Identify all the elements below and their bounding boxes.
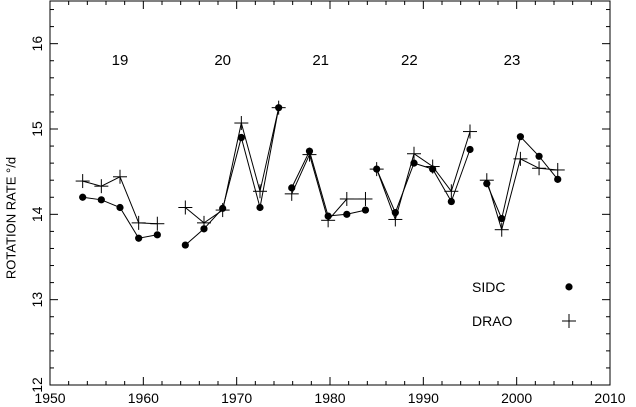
cycle-label: 22 — [401, 52, 418, 69]
drao-point — [94, 179, 109, 194]
sidc-point — [256, 203, 264, 212]
sidc-point — [116, 203, 124, 212]
drao-point — [131, 215, 146, 230]
sidc-point — [498, 215, 506, 223]
drao-point — [178, 200, 193, 215]
y-tick-label: 16 — [29, 36, 45, 52]
drao-point — [321, 213, 336, 228]
y-tick-label: 14 — [29, 206, 45, 222]
x-tick-label: 1950 — [34, 390, 65, 406]
sidc-point — [343, 210, 351, 218]
sidc-line-segment — [376, 149, 471, 214]
drao-point — [369, 162, 384, 177]
drao-point — [479, 173, 494, 188]
cycle-label: 23 — [504, 52, 521, 69]
drao-point — [215, 203, 230, 218]
axis-tick-labels: 1950 1960 1970 1980 1990 2000 2010 12 13 14 15 16 — [29, 36, 626, 406]
drao-point — [425, 159, 440, 174]
drao-point — [113, 169, 127, 184]
cycle-label: 21 — [312, 52, 329, 69]
legend-marker-drao — [562, 314, 576, 328]
sidc-point — [181, 241, 189, 249]
sidc-point — [97, 196, 105, 204]
y-axis-label: ROTATION RATE °/d — [4, 157, 19, 279]
x-tick-label: 2010 — [594, 390, 625, 406]
series-drao — [75, 100, 565, 237]
x-tick-label: 1990 — [408, 390, 439, 406]
drao-line-segment — [184, 107, 280, 224]
cycle-labels: 19 20 21 22 23 — [112, 52, 521, 69]
drao-point — [75, 174, 90, 189]
drao-point — [284, 186, 299, 201]
drao-point — [550, 162, 565, 177]
sidc-line-segment — [486, 135, 559, 221]
drao-point — [407, 146, 421, 161]
legend-marker-sidc — [565, 283, 573, 291]
drao-point — [463, 124, 477, 139]
sidc-point — [554, 175, 562, 183]
sidc-point — [361, 206, 370, 214]
x-tick-label: 1960 — [128, 390, 159, 406]
x-tick-label: 2000 — [501, 390, 532, 406]
sidc-point — [447, 197, 455, 206]
data-series — [75, 100, 565, 249]
drao-point — [358, 191, 373, 206]
cycle-label: 19 — [112, 52, 129, 69]
drao-point — [253, 184, 267, 199]
sidc-line-segment — [82, 196, 158, 239]
drao-point — [234, 116, 249, 131]
x-tick-label: 1970 — [221, 390, 252, 406]
drao-point — [339, 191, 354, 206]
sidc-line-segment — [291, 149, 366, 217]
legend-label-sidc: SIDC — [472, 279, 505, 295]
drao-point — [494, 222, 509, 237]
drao-line-segment — [82, 176, 158, 225]
axis-ticks — [49, 1, 611, 386]
drao-point — [388, 212, 403, 227]
sidc-point — [466, 145, 474, 154]
plot-frame — [49, 0, 611, 386]
plot-area — [49, 0, 611, 386]
y-tick-label: 15 — [29, 121, 45, 137]
sidc-line-segment — [184, 107, 280, 246]
x-tick-label: 1980 — [314, 390, 345, 406]
y-tick-label: 12 — [29, 377, 45, 393]
drao-point — [444, 184, 459, 199]
drao-point — [532, 161, 547, 176]
sidc-point — [516, 133, 525, 141]
legend: SIDC DRAO — [472, 279, 576, 329]
drao-line-segment — [376, 131, 471, 222]
sidc-point — [135, 234, 143, 242]
drao-point — [302, 147, 317, 162]
legend-label-drao: DRAO — [472, 313, 513, 329]
drao-point — [197, 215, 211, 230]
sidc-point — [153, 231, 161, 239]
sidc-point — [237, 133, 245, 142]
drao-point — [150, 216, 165, 231]
cycle-label: 20 — [214, 52, 231, 69]
sidc-point — [79, 193, 87, 201]
y-tick-label: 13 — [29, 292, 45, 308]
drao-point — [513, 151, 528, 166]
series-sidc — [79, 104, 562, 249]
sidc-point — [535, 152, 543, 160]
drao-point — [271, 100, 286, 115]
drao-line-segment — [486, 158, 558, 232]
